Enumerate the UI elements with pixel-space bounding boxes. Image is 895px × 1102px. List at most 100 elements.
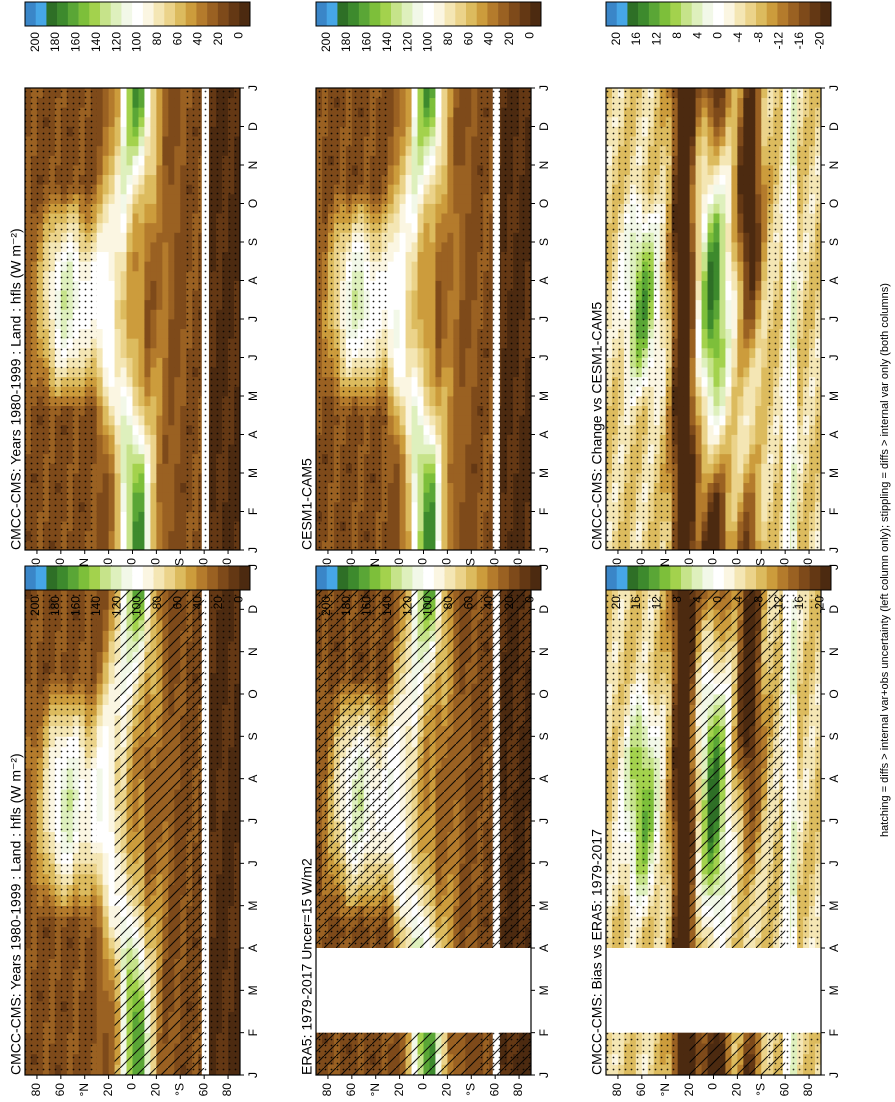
heat-cell (677, 873, 685, 885)
heat-cell (96, 831, 104, 843)
month-tick-label: D (537, 605, 551, 614)
heat-cell (677, 704, 685, 716)
heat-cell (677, 694, 685, 705)
panel-title: ERA5: 1979-2017 Uncer=15 W/m2 (299, 858, 315, 1075)
month-tick-label: J (246, 860, 260, 866)
heat-cell (108, 598, 115, 610)
heat-cell (108, 1000, 115, 1012)
heat-cell (108, 926, 115, 938)
heat-cell (96, 926, 104, 938)
lat-tick-label: 20 (101, 1083, 115, 1097)
heat-cell (102, 937, 110, 949)
month-tick-label: O (246, 689, 260, 698)
heat-cell (102, 916, 110, 928)
heat-cell (102, 778, 110, 790)
heat-cell (96, 641, 104, 653)
heat-cell (102, 757, 110, 769)
lat-tick-label: 60 (53, 1083, 67, 1097)
heat-cell (108, 1011, 115, 1023)
heat-cell (683, 1032, 691, 1044)
heat-cell (96, 736, 104, 748)
heat-cell (108, 1043, 115, 1055)
heat-cell (108, 609, 115, 621)
heat-cell (102, 609, 110, 621)
heat-cell (96, 873, 104, 885)
lat-tick-label: 60 (196, 1083, 210, 1097)
lat-tick-label: 0 (125, 1083, 139, 1090)
heat-cell (683, 873, 691, 885)
heat-cell (102, 810, 110, 822)
heat-cell (102, 641, 110, 653)
heat-cell (108, 1022, 115, 1034)
heat-cell (102, 1032, 110, 1044)
heat-cell (96, 662, 104, 674)
lat-tick-label: 20 (392, 1083, 406, 1097)
month-tick-label: N (246, 647, 260, 656)
heat-cell (683, 715, 691, 727)
heat-cell (96, 789, 104, 801)
heat-cell (102, 588, 110, 600)
heat-cell (102, 662, 110, 674)
heat-cell (683, 641, 691, 653)
heat-cell (108, 1053, 115, 1065)
heat-cell (108, 768, 115, 780)
heat-cell (677, 1043, 685, 1055)
heat-cell (96, 852, 104, 864)
lat-tick-label: 80 (29, 1083, 43, 1097)
heat-cell (96, 863, 104, 875)
heat-cell (102, 619, 110, 631)
heat-cell (677, 619, 685, 631)
heat-cell (108, 725, 115, 737)
month-tick-label: A (537, 775, 551, 783)
heat-cell (102, 863, 110, 875)
month-tick-label: A (246, 775, 260, 783)
heat-cell (102, 895, 110, 907)
heat-cell (677, 641, 685, 653)
heat-cell (683, 884, 691, 896)
heat-cell (683, 736, 691, 748)
month-tick-label: J (537, 818, 551, 824)
heat-cell (96, 905, 104, 917)
month-tick-label: S (537, 732, 551, 740)
heat-cell (96, 672, 104, 684)
heat-cell (96, 778, 104, 790)
heat-cell (677, 683, 685, 695)
heat-cell (677, 1032, 685, 1044)
heat-cell (96, 725, 104, 737)
heat-cell (683, 683, 691, 695)
heat-cell (108, 852, 115, 864)
heat-cell (677, 736, 685, 748)
panels: 80 60 °N 20 0 20 °S 60 80JFMAMJJASONDJCMCC-CMS: … (8, 85, 841, 1096)
heat-cell (683, 768, 691, 780)
heat-cell (683, 778, 691, 790)
heat-cell (677, 757, 685, 769)
lat-tick-label: 20 (149, 1083, 163, 1097)
heat-cell (683, 821, 691, 832)
heat-cell (96, 694, 104, 705)
heat-cell (683, 926, 691, 938)
lat-tick-label: 80 (320, 1083, 334, 1097)
heat-cell (683, 746, 691, 758)
heat-cell (683, 842, 691, 854)
heat-cell (108, 641, 115, 653)
heat-cell (108, 736, 115, 748)
heat-cell (108, 905, 115, 917)
month-tick-label: A (537, 944, 551, 952)
heat-cell (108, 789, 115, 801)
heat-cell (677, 715, 685, 727)
heat-cell (102, 725, 110, 737)
month-tick-label: M (246, 985, 260, 995)
heat-cell (683, 598, 691, 610)
heat-cell (677, 852, 685, 864)
month-tick-label: A (246, 944, 260, 952)
heat-cell (96, 916, 104, 928)
heat-cell (677, 799, 685, 811)
heat-cell (683, 916, 691, 928)
heat-cell (108, 1064, 115, 1076)
month-tick-label: J (537, 860, 551, 866)
heat-cell (683, 905, 691, 917)
heat-cell (683, 1043, 691, 1055)
heat-cell (96, 979, 104, 991)
lat-tick-label: °N (368, 1083, 382, 1096)
